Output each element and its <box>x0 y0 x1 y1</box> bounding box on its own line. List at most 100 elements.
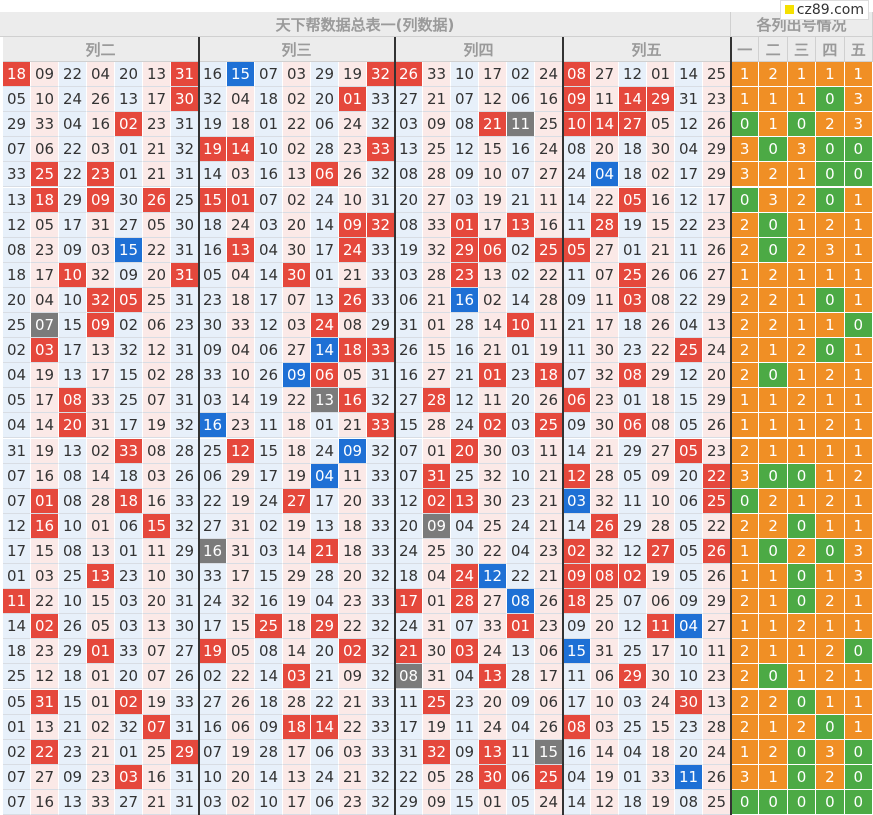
count-cell: 2 <box>731 313 760 339</box>
number-cell: 06 <box>675 488 703 514</box>
number-cell: 10 <box>591 689 619 715</box>
number-cell: 10 <box>59 287 87 313</box>
highlight-cell: 29 <box>619 664 647 690</box>
highlight-cell: 13 <box>87 564 115 590</box>
number-cell: 14 <box>3 614 31 640</box>
number-cell: 14 <box>87 463 115 489</box>
number-cell: 11 <box>339 463 367 489</box>
count-cell: 0 <box>731 112 760 138</box>
number-cell: 24 <box>339 112 367 138</box>
count-cell: 0 <box>816 87 845 113</box>
number-cell: 04 <box>675 137 703 163</box>
number-cell: 13 <box>283 764 311 790</box>
number-cell: 06 <box>675 262 703 288</box>
number-cell: 29 <box>171 538 199 564</box>
number-cell: 01 <box>479 789 507 815</box>
number-cell: 25 <box>423 538 451 564</box>
number-cell: 33 <box>171 488 199 514</box>
number-cell: 21 <box>339 262 367 288</box>
count-cell: 1 <box>844 589 873 615</box>
count-cell: 1 <box>787 488 817 514</box>
number-cell: 21 <box>423 287 451 313</box>
number-cell: 11 <box>507 739 535 765</box>
highlight-cell: 13 <box>479 739 507 765</box>
number-cell: 31 <box>87 413 115 439</box>
number-cell: 20 <box>479 689 507 715</box>
number-cell: 14 <box>255 262 283 288</box>
count-cell: 3 <box>844 538 873 564</box>
number-cell: 26 <box>647 313 675 339</box>
watermark: cz89.com <box>779 0 869 20</box>
number-cell: 18 <box>619 162 647 188</box>
highlight-cell: 02 <box>115 689 143 715</box>
number-cell: 22 <box>283 112 311 138</box>
number-cell: 17 <box>647 639 675 665</box>
number-cell: 04 <box>675 313 703 339</box>
number-cell: 06 <box>311 112 339 138</box>
number-cell: 20 <box>395 513 423 539</box>
group-header: 列三 <box>199 37 395 62</box>
number-cell: 22 <box>479 538 507 564</box>
number-cell: 24 <box>255 488 283 514</box>
highlight-cell: 25 <box>423 689 451 715</box>
highlight-cell: 05 <box>115 287 143 313</box>
number-cell: 12 <box>479 87 507 113</box>
count-cell: 1 <box>731 614 760 640</box>
highlight-cell: 08 <box>507 589 535 615</box>
number-cell: 04 <box>227 87 255 113</box>
number-cell: 23 <box>703 212 731 238</box>
count-cell: 1 <box>759 639 788 665</box>
highlight-cell: 15 <box>199 187 227 213</box>
number-cell: 14 <box>283 538 311 564</box>
number-cell: 19 <box>227 739 255 765</box>
number-cell: 03 <box>115 614 143 640</box>
count-cell: 2 <box>731 237 760 263</box>
number-cell: 17 <box>31 388 59 414</box>
number-cell: 17 <box>87 363 115 389</box>
number-cell: 09 <box>423 789 451 815</box>
number-cell: 18 <box>339 513 367 539</box>
number-cell: 33 <box>423 212 451 238</box>
highlight-cell: 10 <box>563 112 591 138</box>
highlight-cell: 27 <box>283 488 311 514</box>
number-cell: 18 <box>395 564 423 590</box>
number-cell: 15 <box>87 589 115 615</box>
number-cell: 09 <box>339 664 367 690</box>
number-cell: 24 <box>311 764 339 790</box>
number-cell: 09 <box>423 112 451 138</box>
highlight-cell: 07 <box>31 313 59 339</box>
number-cell: 21 <box>143 789 171 815</box>
number-cell: 16 <box>563 739 591 765</box>
highlight-cell: 33 <box>367 413 395 439</box>
number-cell: 13 <box>3 187 31 213</box>
group-separator <box>198 37 200 815</box>
group-header: 列二 <box>3 37 199 62</box>
highlight-cell: 19 <box>199 137 227 163</box>
count-header: 二 <box>759 37 788 62</box>
highlight-cell: 05 <box>563 237 591 263</box>
number-cell: 18 <box>283 438 311 464</box>
number-cell: 21 <box>423 87 451 113</box>
number-cell: 19 <box>647 789 675 815</box>
count-cell: 1 <box>844 689 873 715</box>
number-cell: 32 <box>367 789 395 815</box>
highlight-cell: 08 <box>563 62 591 88</box>
number-cell: 31 <box>171 338 199 364</box>
number-cell: 29 <box>619 513 647 539</box>
number-cell: 23 <box>703 87 731 113</box>
number-cell: 01 <box>311 262 339 288</box>
highlight-cell: 13 <box>451 488 479 514</box>
highlight-cell: 24 <box>339 237 367 263</box>
highlight-cell: 11 <box>675 764 703 790</box>
highlight-cell: 21 <box>395 639 423 665</box>
number-cell: 14 <box>507 287 535 313</box>
number-cell: 18 <box>619 789 647 815</box>
number-cell: 05 <box>3 388 31 414</box>
number-cell: 04 <box>619 739 647 765</box>
number-cell: 24 <box>59 87 87 113</box>
count-cell: 1 <box>816 463 845 489</box>
count-cell: 2 <box>787 237 817 263</box>
highlight-cell: 02 <box>423 488 451 514</box>
number-cell: 23 <box>59 739 87 765</box>
count-cell: 2 <box>787 614 817 640</box>
